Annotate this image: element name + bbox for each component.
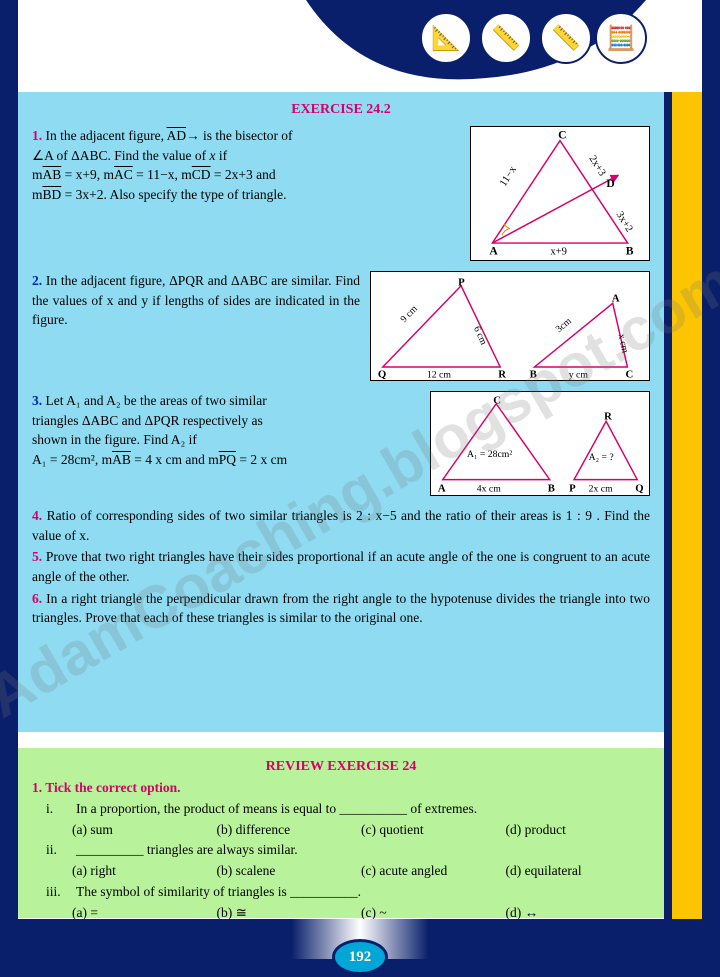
question-6: 6. In a right triangle the perpendicular… [32, 589, 650, 628]
svg-text:A: A [438, 483, 446, 495]
review-q1-options: (a) sum(b) difference(c) quotient(d) pro… [72, 820, 650, 841]
svg-text:C: C [493, 395, 501, 407]
svg-text:B: B [626, 245, 634, 258]
review-exercise: REVIEW EXERCISE 24 1. Tick the correct o… [18, 748, 664, 918]
review-title: REVIEW EXERCISE 24 [32, 756, 650, 778]
svg-text:9 cm: 9 cm [399, 304, 421, 326]
svg-text:3cm: 3cm [554, 316, 574, 335]
question-4: 4. Ratio of corresponding sides of two s… [32, 506, 650, 545]
svg-text:A₁ = 28cm²: A₁ = 28cm² [467, 450, 512, 461]
svg-text:R: R [498, 369, 506, 381]
svg-text:P: P [569, 483, 576, 495]
question-1: 1. In the adjacent figure, AD→ is the bi… [32, 126, 650, 261]
svg-text:A₂ = ?: A₂ = ? [589, 452, 614, 463]
svg-text:C: C [558, 129, 566, 142]
svg-text:2x cm: 2x cm [589, 484, 613, 495]
q1-figure: A B C D x+9 11−x 2x+3 3x+2 [470, 126, 650, 261]
question-3: 3. Let A₁ and A₂ be the areas of two sim… [32, 391, 650, 496]
geometry-icon: 📐 [420, 12, 472, 64]
svg-text:A: A [489, 245, 498, 258]
review-q2: ii.__________ triangles are always simil… [32, 840, 650, 861]
review-q1: i.In a proportion, the product of means … [32, 799, 650, 820]
svg-text:3x+2: 3x+2 [614, 210, 635, 234]
tick-heading: 1. Tick the correct option. [32, 780, 181, 795]
svg-text:R: R [604, 411, 612, 423]
svg-text:y cm: y cm [569, 370, 589, 381]
q2-figure: P Q R A B C 9 cm 6 cm 12 cm 3cm x cm y c… [370, 271, 650, 381]
q3-figure: C A B R P Q A₁ = 28cm² A₂ = ? 4x cm 2x c… [430, 391, 650, 496]
svg-text:12 cm: 12 cm [427, 370, 452, 381]
svg-text:B: B [530, 369, 537, 381]
header-curve [306, 0, 646, 92]
yellow-stripe [672, 0, 702, 920]
question-5: 5. Prove that two right triangles have t… [32, 547, 650, 586]
svg-text:A: A [612, 293, 620, 305]
svg-text:Q: Q [378, 369, 386, 381]
svg-text:11−x: 11−x [498, 164, 519, 189]
svg-text:2x+3: 2x+3 [586, 154, 607, 178]
review-q2-options: (a) right(b) scalene(c) acute angled(d) … [72, 861, 650, 882]
q3-text: Let A₁ and A₂ be the areas of two simila… [32, 393, 287, 467]
svg-text:Q: Q [635, 483, 643, 495]
review-q3: iii.The symbol of similarity of triangle… [32, 882, 650, 903]
svg-text:P: P [458, 277, 465, 289]
q3-number: 3. [32, 393, 42, 408]
q1-number: 1. [32, 128, 42, 143]
svg-text:x+9: x+9 [550, 247, 567, 258]
exercise-content: EXERCISE 24.2 1. In the adjacent figure,… [18, 92, 664, 732]
svg-text:B: B [548, 483, 555, 495]
calculator-icon: 🧮 [595, 12, 647, 64]
q2-text: In the adjacent figure, ΔPQR and ΔABC ar… [32, 273, 360, 327]
question-2: 2. In the adjacent figure, ΔPQR and ΔABC… [32, 271, 650, 381]
svg-text:D: D [606, 177, 614, 190]
q1-text: In the adjacent figure, AD→ is the bisec… [32, 128, 293, 202]
ruler-icon: 📏 [540, 12, 592, 64]
blue-inner-stripe [664, 0, 672, 920]
svg-text:6 cm: 6 cm [471, 325, 489, 347]
svg-text:4x cm: 4x cm [477, 484, 501, 495]
compass-icon: 📏 [480, 12, 532, 64]
exercise-title: EXERCISE 24.2 [32, 100, 650, 120]
svg-text:C: C [625, 369, 633, 381]
q2-number: 2. [32, 273, 42, 288]
top-band: 📐 📏 📏 🧮 [18, 0, 702, 92]
svg-text:x cm: x cm [616, 333, 631, 355]
page-number: 192 [332, 939, 388, 975]
